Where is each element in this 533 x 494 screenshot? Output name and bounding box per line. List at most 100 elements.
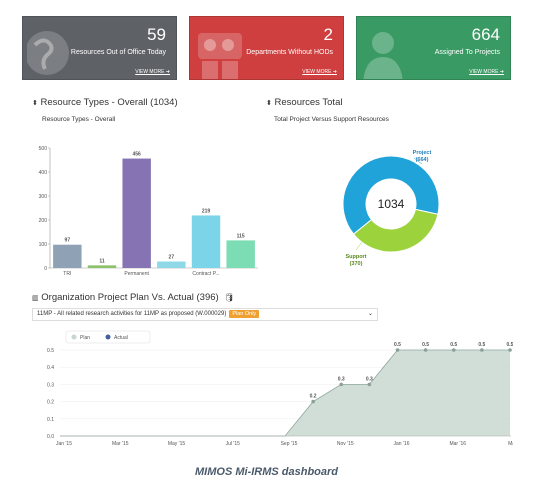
kpi-value: 2 bbox=[323, 25, 333, 44]
bar[interactable] bbox=[53, 244, 82, 268]
resources-total-donut-chart: 1034 Project(664) Support(370) bbox=[342, 150, 440, 267]
y-tick-label: 0 bbox=[44, 266, 47, 272]
y-tick-label: 0.1 bbox=[47, 417, 54, 423]
y-tick-label: 100 bbox=[39, 242, 48, 248]
chart-icon: ▥ bbox=[32, 295, 39, 302]
kpi-tile-assigned: 664 Assigned To Projects VIEW MORE ➜ bbox=[356, 16, 511, 80]
data-point-label: 0.5 bbox=[394, 342, 401, 348]
user-icon bbox=[363, 32, 403, 79]
slice-value-label: (664) bbox=[416, 157, 429, 163]
resource-types-subtitle: Resource Types - Overall bbox=[42, 116, 116, 123]
resources-total-title: ⬍ Resources Total bbox=[266, 97, 343, 108]
data-point-label: 0.3 bbox=[366, 376, 373, 382]
bar[interactable] bbox=[157, 261, 186, 268]
legend-plan-marker bbox=[71, 334, 77, 340]
donut-center bbox=[367, 180, 415, 228]
bar[interactable] bbox=[87, 265, 117, 268]
y-tick-label: 0.5 bbox=[47, 348, 54, 354]
kpi-value: 664 bbox=[471, 25, 500, 44]
bar[interactable] bbox=[191, 215, 221, 268]
resource-types-title: ⬍ Resource Types - Overall (1034) bbox=[32, 97, 178, 108]
kpi-label: Departments Without HODs bbox=[246, 49, 333, 56]
chevron-down-icon: ⌄ bbox=[367, 311, 373, 317]
legend-plan-label: Plan bbox=[80, 335, 90, 341]
plan-actual-title: ▥ Organization Project Plan Vs. Actual (… bbox=[32, 292, 235, 303]
data-point[interactable] bbox=[395, 348, 400, 352]
y-tick-label: 0.4 bbox=[47, 365, 54, 371]
data-point-label: 0.5 bbox=[450, 342, 457, 348]
legend-actual-label: Actual bbox=[114, 335, 128, 341]
data-point-label: 0.5 bbox=[478, 342, 485, 348]
database-icon[interactable]: 🛢 bbox=[224, 293, 235, 302]
y-tick-label: 0.3 bbox=[47, 382, 54, 388]
data-point-label: 0.5 bbox=[507, 342, 513, 348]
plan-area bbox=[60, 350, 510, 436]
donut-slice[interactable] bbox=[352, 208, 439, 253]
bar[interactable] bbox=[226, 240, 255, 268]
plan-actual-area-chart: Plan Actual 0.0 0.1 0.2 0.3 0.4 0.5 0.2 0.3 0.3 0.5… bbox=[47, 330, 513, 447]
kpi-label: Resources Out of Office Today bbox=[70, 49, 166, 56]
x-tick-label: Jan '15 bbox=[56, 441, 72, 447]
x-tick-label: Jan '16 bbox=[394, 441, 410, 447]
y-tick-label: 200 bbox=[39, 218, 48, 224]
bar-value-label: 456 bbox=[132, 152, 141, 158]
move-handle-icon[interactable]: ⬍ bbox=[32, 100, 38, 107]
data-point[interactable] bbox=[423, 348, 428, 352]
legend-actual-marker bbox=[105, 334, 111, 340]
data-point-label: 0.5 bbox=[422, 342, 429, 348]
x-tick-label: Mar '15 bbox=[112, 441, 129, 447]
y-tick-label: 500 bbox=[39, 146, 48, 152]
resource-types-bar-chart: 0 100 200 300 400 500 97 TRI 11 456 Permanent 27 219… bbox=[39, 146, 258, 277]
move-handle-icon[interactable]: ⬍ bbox=[266, 100, 272, 107]
y-tick-label: 0.0 bbox=[47, 434, 54, 440]
globe-icon bbox=[27, 31, 69, 75]
resources-total-subtitle: Total Project Versus Support Resources bbox=[274, 116, 389, 123]
kpi-tile-departments: 2 Departments Without HODs VIEW MORE ➜ bbox=[189, 16, 344, 80]
resources-total-panel: ⬍ Resources Total Total Project Versus S… bbox=[264, 92, 508, 282]
bar-value-label: 11 bbox=[99, 258, 105, 264]
x-tick-label: Contract P... bbox=[192, 271, 219, 277]
resource-types-panel: ⬍ Resource Types - Overall (1034) Resour… bbox=[30, 92, 260, 282]
kpi-tile-out-of-office: 59 Resources Out of Office Today VIEW MO… bbox=[22, 16, 177, 80]
donut-slice[interactable] bbox=[342, 155, 440, 235]
plan-only-badge: Plan Only bbox=[229, 310, 260, 318]
slice-label: Project bbox=[413, 150, 432, 156]
data-point[interactable] bbox=[367, 382, 372, 387]
leader-line bbox=[355, 241, 363, 251]
view-more-link[interactable]: VIEW MORE ➜ bbox=[469, 69, 504, 75]
project-select-value: 11MP - All related research activities f… bbox=[37, 311, 227, 317]
data-point[interactable] bbox=[508, 348, 512, 352]
bar[interactable] bbox=[122, 158, 151, 268]
data-point-label: 0.2 bbox=[310, 394, 317, 400]
kpi-value: 59 bbox=[147, 25, 166, 44]
x-tick-label: Jul '15 bbox=[226, 441, 241, 447]
view-more-link[interactable]: VIEW MORE ➜ bbox=[135, 69, 170, 75]
data-point[interactable] bbox=[339, 382, 344, 387]
x-tick-label: May '15 bbox=[168, 441, 186, 447]
data-point[interactable] bbox=[451, 348, 456, 352]
x-tick-label: Mar '16 bbox=[449, 441, 466, 447]
view-more-link[interactable]: VIEW MORE ➜ bbox=[302, 69, 337, 75]
kpi-label: Assigned To Projects bbox=[434, 49, 500, 56]
bar-value-label: 97 bbox=[65, 238, 71, 244]
slice-value-label: (370) bbox=[350, 261, 363, 267]
slice-label: Support bbox=[345, 254, 366, 260]
plan-actual-panel: ▥ Organization Project Plan Vs. Actual (… bbox=[30, 288, 513, 453]
y-tick-label: 400 bbox=[39, 170, 48, 176]
x-tick-label: Nov '15 bbox=[337, 441, 354, 447]
leader-line bbox=[413, 157, 423, 165]
x-tick-label: May ' bbox=[508, 441, 513, 447]
project-select[interactable]: 11MP - All related research activities f… bbox=[32, 308, 378, 321]
donut-center-value: 1034 bbox=[378, 197, 405, 211]
data-point[interactable] bbox=[480, 348, 484, 352]
x-tick-label: TRI bbox=[63, 271, 71, 277]
y-tick-label: 300 bbox=[39, 194, 48, 200]
legend-box bbox=[65, 330, 151, 344]
group-icon bbox=[198, 33, 242, 79]
data-point[interactable] bbox=[311, 399, 315, 404]
x-tick-label: Permanent bbox=[124, 271, 149, 277]
bar-value-label: 115 bbox=[237, 233, 245, 239]
data-point-label: 0.3 bbox=[338, 376, 345, 382]
figure-caption: MIMOS Mi-IRMS dashboard bbox=[195, 466, 338, 478]
bar-value-label: 219 bbox=[202, 208, 211, 214]
